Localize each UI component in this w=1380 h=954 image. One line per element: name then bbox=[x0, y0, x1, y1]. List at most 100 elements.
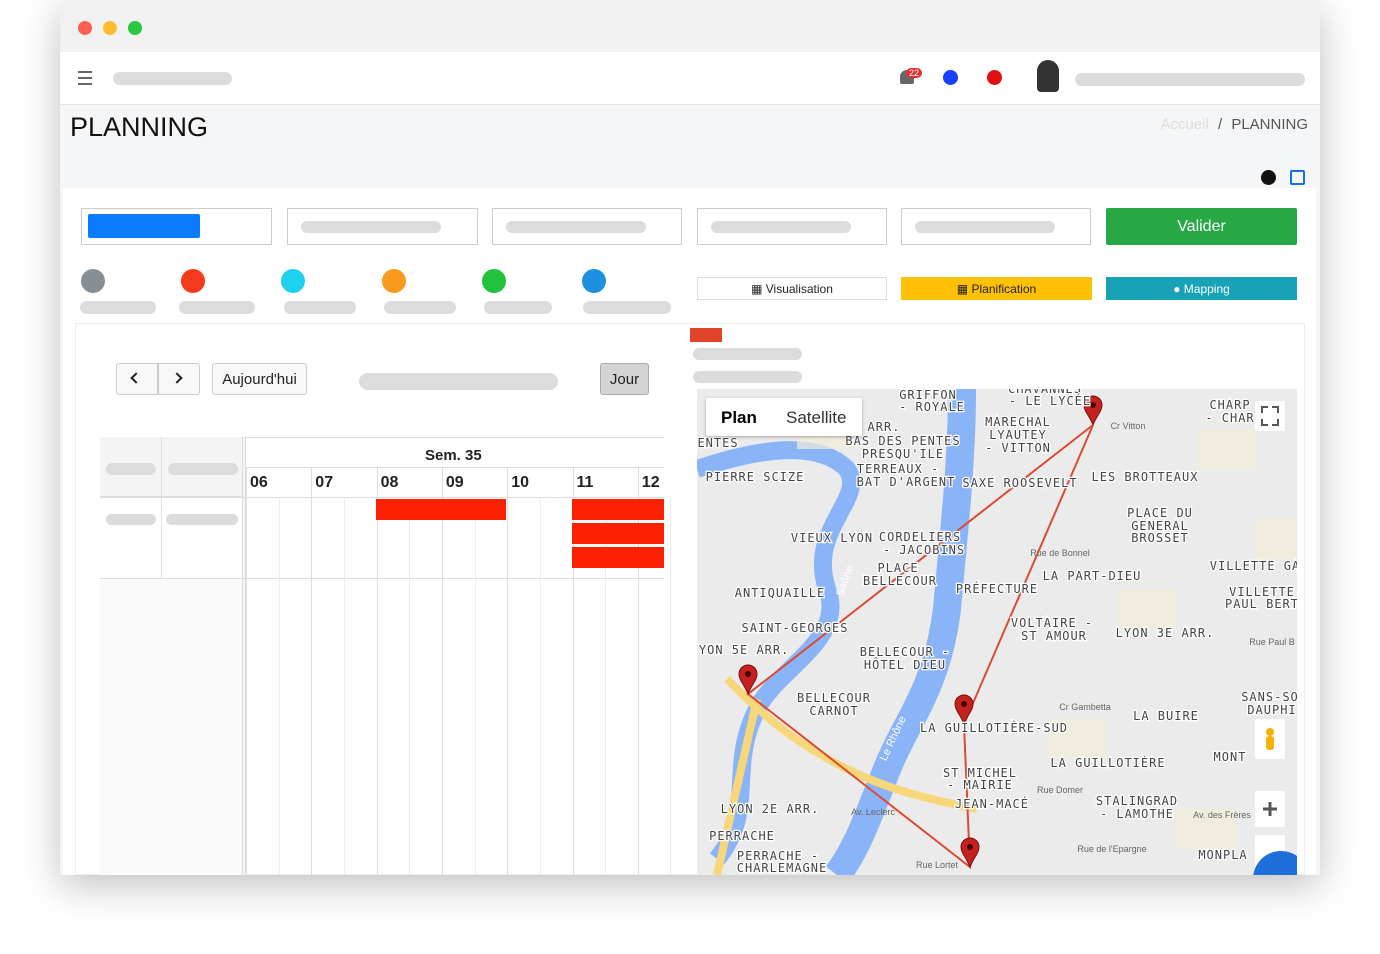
placeholder bbox=[1075, 73, 1305, 86]
map-label: VIEUX LYON bbox=[791, 531, 873, 545]
map-label: TERREAUX - bbox=[857, 462, 939, 476]
map-label: PAUL BERT bbox=[1225, 597, 1297, 611]
map-label: PLACE DU bbox=[1127, 506, 1193, 520]
day-line bbox=[507, 467, 509, 875]
street-label: Rue de Bonnel bbox=[1030, 548, 1090, 558]
map-label: JEAN-MACÉ bbox=[955, 796, 1029, 811]
settings-icon[interactable] bbox=[987, 70, 1002, 85]
window-button[interactable] bbox=[103, 21, 117, 35]
placeholder bbox=[693, 348, 802, 360]
edit-icon[interactable] bbox=[1290, 170, 1305, 185]
map-label: LA PART-DIEU bbox=[1043, 569, 1142, 583]
event-bar[interactable] bbox=[572, 547, 664, 568]
day-label: 09 bbox=[445, 474, 464, 491]
map-label: ST MICHEL bbox=[943, 766, 1017, 780]
prev-button[interactable] bbox=[116, 363, 158, 395]
row-line bbox=[100, 497, 664, 498]
placeholder bbox=[301, 221, 441, 233]
menu-icon-bar[interactable] bbox=[78, 71, 92, 73]
legend-dot bbox=[81, 269, 105, 293]
window-button[interactable] bbox=[78, 21, 92, 35]
menu-icon-bar[interactable] bbox=[78, 83, 92, 85]
map-label: MARECHAL bbox=[985, 415, 1051, 429]
map-label: PERRACHE - bbox=[737, 849, 819, 863]
legend-dot bbox=[482, 269, 506, 293]
view-button[interactable]: Jour bbox=[600, 363, 649, 395]
route-pin[interactable] bbox=[1083, 395, 1103, 427]
map-label: CHARP bbox=[1209, 398, 1250, 412]
street-label: Av. Leclerc bbox=[851, 807, 895, 817]
map-tab-satellite[interactable]: Satellite bbox=[786, 408, 847, 427]
block bbox=[1177, 809, 1237, 849]
map-label: BELLECOUR bbox=[797, 691, 871, 705]
map-label: STALINGRAD bbox=[1096, 794, 1178, 808]
placeholder bbox=[711, 221, 851, 233]
tab-mapping[interactable]: ● Mapping bbox=[1106, 277, 1297, 300]
map-label: SANS-SO bbox=[1241, 690, 1297, 704]
street-label: Av. des Frères bbox=[1193, 810, 1251, 820]
breadcrumb-link[interactable]: Accueil bbox=[1160, 116, 1209, 133]
notification-badge[interactable]: 22 bbox=[906, 68, 923, 78]
day-line bbox=[637, 467, 639, 875]
street-label: Rue Lortet bbox=[916, 860, 959, 870]
pin-dot bbox=[961, 701, 967, 707]
fullscreen-button[interactable] bbox=[1255, 401, 1285, 431]
today-button[interactable]: Aujourd'hui bbox=[212, 363, 307, 395]
tab-visualisation[interactable]: ▦ Visualisation bbox=[697, 277, 887, 300]
map-label: BAT D'ARGENT bbox=[857, 475, 956, 489]
map-label: CORDELIERS bbox=[879, 530, 961, 544]
pegman bbox=[1266, 728, 1274, 736]
avatar[interactable] bbox=[1037, 60, 1059, 92]
half-line bbox=[670, 497, 672, 875]
legend-dot bbox=[181, 269, 205, 293]
map[interactable]: GRIFFON- ROYALE CHAVANNES- LE LYCÉE ARR. EN… bbox=[697, 389, 1297, 875]
route-pin[interactable] bbox=[738, 664, 758, 696]
help-icon[interactable] bbox=[1261, 170, 1276, 185]
status-chip bbox=[690, 328, 722, 342]
chat-button[interactable] bbox=[1253, 851, 1297, 875]
placeholder bbox=[506, 221, 646, 233]
next-button[interactable] bbox=[158, 363, 200, 395]
map-label: - ROYALE bbox=[899, 400, 965, 414]
route-pin[interactable] bbox=[960, 837, 980, 869]
day-line bbox=[572, 467, 574, 875]
map-tab-plan[interactable]: Plan bbox=[721, 408, 757, 427]
map-label: CHAVANNES bbox=[1008, 389, 1082, 396]
map-label: LA BUIRE bbox=[1133, 709, 1199, 723]
event-bar[interactable] bbox=[572, 499, 664, 520]
block bbox=[1047, 719, 1107, 759]
fullscreen-icon bbox=[1261, 406, 1279, 426]
tab-label: Mapping bbox=[1183, 281, 1230, 296]
map-label: LYON 5E ARR. bbox=[697, 643, 789, 657]
map-label: LA GUILLOTIÈRE-SUD bbox=[920, 720, 1068, 735]
help-icon[interactable] bbox=[943, 70, 958, 85]
legend-dot bbox=[281, 269, 305, 293]
placeholder bbox=[168, 463, 238, 475]
tab-label: Planification bbox=[971, 281, 1037, 296]
event-bar[interactable] bbox=[376, 499, 506, 520]
day-line bbox=[376, 467, 378, 875]
row-line bbox=[246, 467, 664, 468]
map-label: - MAIRIE bbox=[947, 778, 1013, 792]
map-label: LYAUTEY bbox=[989, 428, 1047, 442]
menu-icon-bar[interactable] bbox=[78, 77, 92, 79]
pin-dot bbox=[967, 844, 973, 850]
map-label: ARR. bbox=[868, 420, 901, 434]
street-label: Rue Domer bbox=[1037, 785, 1083, 795]
map-label: DAUPHI bbox=[1247, 703, 1296, 717]
map-label: - LE LYCÉE bbox=[1009, 393, 1091, 408]
window-button[interactable] bbox=[128, 21, 142, 35]
map-label: BELLECOUR bbox=[863, 574, 937, 588]
street-label: Cr Gambetta bbox=[1059, 702, 1111, 712]
half-line bbox=[474, 497, 476, 875]
tab-planification[interactable]: ▦ Planification bbox=[901, 277, 1092, 300]
breadcrumb-current: PLANNING bbox=[1231, 116, 1308, 133]
day-line bbox=[246, 467, 247, 875]
map-label: LA GUILLOTIÈRE bbox=[1050, 755, 1165, 770]
submit-button[interactable]: Valider bbox=[1106, 208, 1297, 245]
event-bar[interactable] bbox=[572, 523, 664, 544]
map-label: LYON 3E ARR. bbox=[1116, 626, 1215, 640]
map-label: LES BROTTEAUX bbox=[1092, 470, 1199, 484]
route-pin[interactable] bbox=[954, 694, 974, 726]
